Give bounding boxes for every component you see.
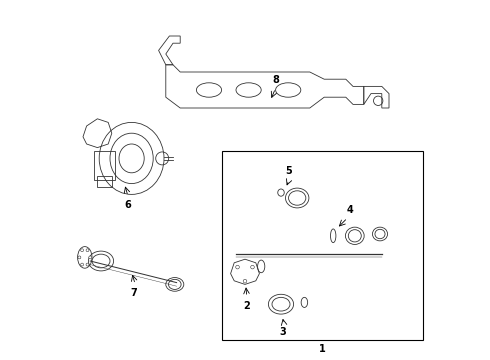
Circle shape bbox=[86, 263, 89, 266]
Circle shape bbox=[243, 279, 247, 283]
Circle shape bbox=[251, 265, 254, 269]
Circle shape bbox=[86, 249, 89, 252]
Text: 4: 4 bbox=[347, 204, 354, 215]
Bar bbox=[98, 176, 112, 187]
Circle shape bbox=[78, 256, 81, 259]
Bar bbox=[94, 151, 116, 180]
Circle shape bbox=[89, 256, 92, 259]
Text: 6: 6 bbox=[124, 200, 131, 210]
Text: 2: 2 bbox=[243, 301, 250, 311]
Text: 5: 5 bbox=[285, 166, 292, 176]
Bar bbox=[221, 151, 423, 340]
Text: 3: 3 bbox=[280, 327, 287, 337]
Text: 8: 8 bbox=[272, 75, 279, 85]
Text: 7: 7 bbox=[131, 288, 138, 298]
Circle shape bbox=[81, 249, 83, 252]
Circle shape bbox=[236, 265, 239, 269]
Circle shape bbox=[81, 263, 83, 266]
Text: 1: 1 bbox=[319, 344, 326, 354]
